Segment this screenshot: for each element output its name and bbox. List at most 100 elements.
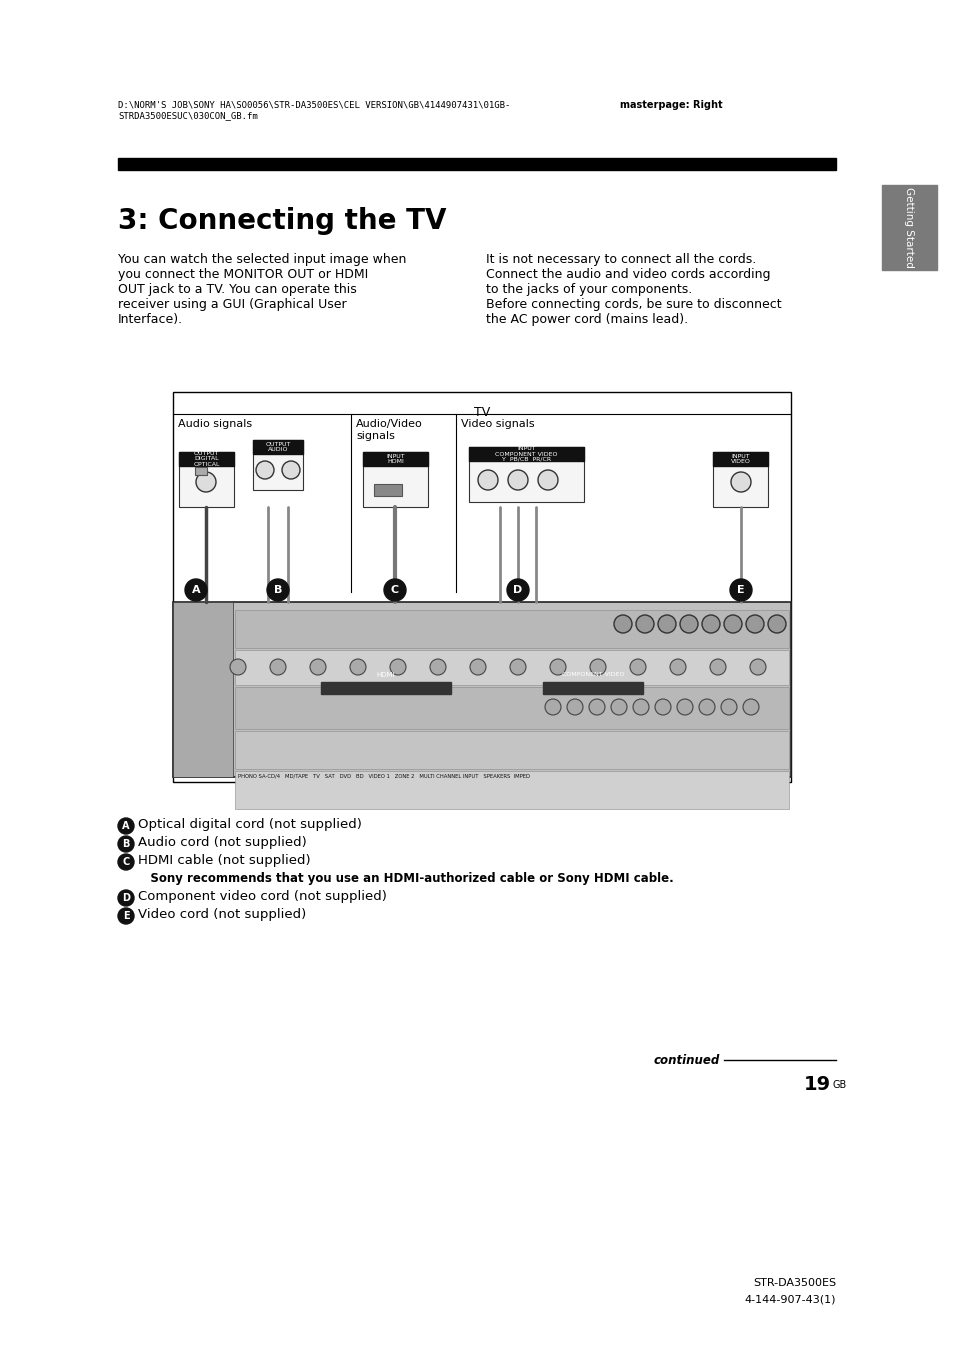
Circle shape: [729, 579, 751, 601]
Circle shape: [699, 699, 714, 716]
Text: Optical digital cord (not supplied): Optical digital cord (not supplied): [138, 818, 361, 832]
Text: C: C: [122, 857, 130, 867]
Text: OUTPUT
DIGITAL
OPTICAL: OUTPUT DIGITAL OPTICAL: [193, 451, 219, 467]
Bar: [179, 452, 233, 508]
Circle shape: [118, 909, 133, 923]
Text: continued: continued: [653, 1053, 720, 1066]
Text: Audio cord (not supplied): Audio cord (not supplied): [138, 836, 307, 849]
Text: Component video cord (not supplied): Component video cord (not supplied): [138, 890, 387, 903]
Text: E: E: [737, 585, 744, 595]
Text: to the jacks of your components.: to the jacks of your components.: [485, 284, 692, 296]
Circle shape: [588, 699, 604, 716]
Text: 3: Connecting the TV: 3: Connecting the TV: [118, 207, 446, 235]
Bar: [374, 485, 401, 495]
Text: You can watch the selected input image when: You can watch the selected input image w…: [118, 252, 406, 266]
Bar: [234, 649, 788, 684]
Circle shape: [384, 579, 406, 601]
Circle shape: [655, 699, 670, 716]
Text: INPUT
HDMI: INPUT HDMI: [386, 454, 404, 464]
Circle shape: [510, 659, 525, 675]
Circle shape: [230, 659, 246, 675]
Circle shape: [669, 659, 685, 675]
Text: Getting Started: Getting Started: [903, 188, 914, 267]
Text: B: B: [122, 838, 130, 849]
Bar: [234, 610, 788, 648]
Bar: [363, 452, 428, 466]
Circle shape: [636, 616, 654, 633]
Circle shape: [566, 699, 582, 716]
Bar: [253, 440, 303, 454]
Circle shape: [195, 472, 215, 491]
Circle shape: [745, 616, 763, 633]
Text: receiver using a GUI (Graphical User: receiver using a GUI (Graphical User: [118, 298, 346, 311]
Text: OUT jack to a TV. You can operate this: OUT jack to a TV. You can operate this: [118, 284, 356, 296]
Text: Before connecting cords, be sure to disconnect: Before connecting cords, be sure to disc…: [485, 298, 781, 311]
Bar: [469, 447, 583, 502]
Text: COMPONENT VIDEO: COMPONENT VIDEO: [561, 672, 623, 678]
Circle shape: [589, 659, 605, 675]
Text: INPUT
COMPONENT VIDEO
Y  PB/CB  PR/CR: INPUT COMPONENT VIDEO Y PB/CB PR/CR: [495, 446, 558, 462]
Text: C: C: [391, 585, 398, 595]
Circle shape: [742, 699, 759, 716]
Circle shape: [730, 472, 750, 491]
Bar: [320, 682, 451, 694]
Circle shape: [610, 699, 626, 716]
Text: GB: GB: [832, 1080, 846, 1089]
Text: D: D: [513, 585, 522, 595]
Text: Audio/Video
signals: Audio/Video signals: [355, 418, 422, 441]
Text: Audio signals: Audio signals: [178, 418, 252, 429]
Bar: [172, 602, 233, 778]
Bar: [469, 447, 583, 460]
Bar: [234, 687, 788, 729]
Text: INPUT
VIDEO: INPUT VIDEO: [730, 454, 750, 464]
Circle shape: [310, 659, 326, 675]
Text: STR-DA3500ES: STR-DA3500ES: [752, 1278, 835, 1288]
Circle shape: [537, 470, 558, 490]
Circle shape: [677, 699, 692, 716]
Circle shape: [430, 659, 446, 675]
Text: TV: TV: [474, 406, 490, 418]
Circle shape: [701, 616, 720, 633]
Text: PHONO SA-CD/4   MD/TAPE   TV   SAT   DVD   BD   VIDEO 1   ZONE 2   MULTI CHANNEL: PHONO SA-CD/4 MD/TAPE TV SAT DVD BD VIDE…: [237, 774, 530, 778]
Bar: [542, 682, 642, 694]
Text: 19: 19: [803, 1075, 830, 1094]
Circle shape: [390, 659, 406, 675]
Text: Interface).: Interface).: [118, 313, 183, 325]
Circle shape: [720, 699, 737, 716]
Circle shape: [749, 659, 765, 675]
Circle shape: [633, 699, 648, 716]
Text: OUTPUT
AUDIO: OUTPUT AUDIO: [265, 441, 291, 452]
Circle shape: [118, 818, 133, 834]
Text: Video signals: Video signals: [460, 418, 534, 429]
Circle shape: [118, 836, 133, 852]
Text: you connect the MONITOR OUT or HDMI: you connect the MONITOR OUT or HDMI: [118, 269, 368, 281]
Text: D: D: [122, 892, 130, 903]
Text: 4-144-907-43(1): 4-144-907-43(1): [743, 1295, 835, 1304]
Bar: [712, 452, 767, 508]
Bar: [234, 771, 788, 809]
Text: D:\NORM'S JOB\SONY HA\SO0056\STR-DA3500ES\CEL VERSION\GB\4144907431\01GB-: D:\NORM'S JOB\SONY HA\SO0056\STR-DA3500E…: [118, 100, 510, 109]
Text: Connect the audio and video cords according: Connect the audio and video cords accord…: [485, 269, 770, 281]
Text: HDMI: HDMI: [376, 672, 395, 678]
Circle shape: [255, 460, 274, 479]
Text: B: B: [274, 585, 282, 595]
Circle shape: [118, 890, 133, 906]
Circle shape: [185, 579, 207, 601]
Bar: [363, 452, 428, 508]
Circle shape: [506, 579, 529, 601]
Bar: [882, 185, 936, 270]
Text: Video cord (not supplied): Video cord (not supplied): [138, 909, 306, 921]
Circle shape: [629, 659, 645, 675]
Bar: [172, 602, 790, 778]
Text: STRDA3500ESUC\030CON_GB.fm: STRDA3500ESUC\030CON_GB.fm: [118, 111, 257, 120]
Text: A: A: [122, 821, 130, 832]
Circle shape: [477, 470, 497, 490]
Circle shape: [550, 659, 565, 675]
Text: A: A: [192, 585, 200, 595]
Circle shape: [470, 659, 485, 675]
Bar: [172, 392, 790, 782]
Text: It is not necessary to connect all the cords.: It is not necessary to connect all the c…: [485, 252, 756, 266]
Text: HDMI cable (not supplied): HDMI cable (not supplied): [138, 855, 311, 867]
Bar: [253, 440, 303, 490]
Text: the AC power cord (mains lead).: the AC power cord (mains lead).: [485, 313, 687, 325]
